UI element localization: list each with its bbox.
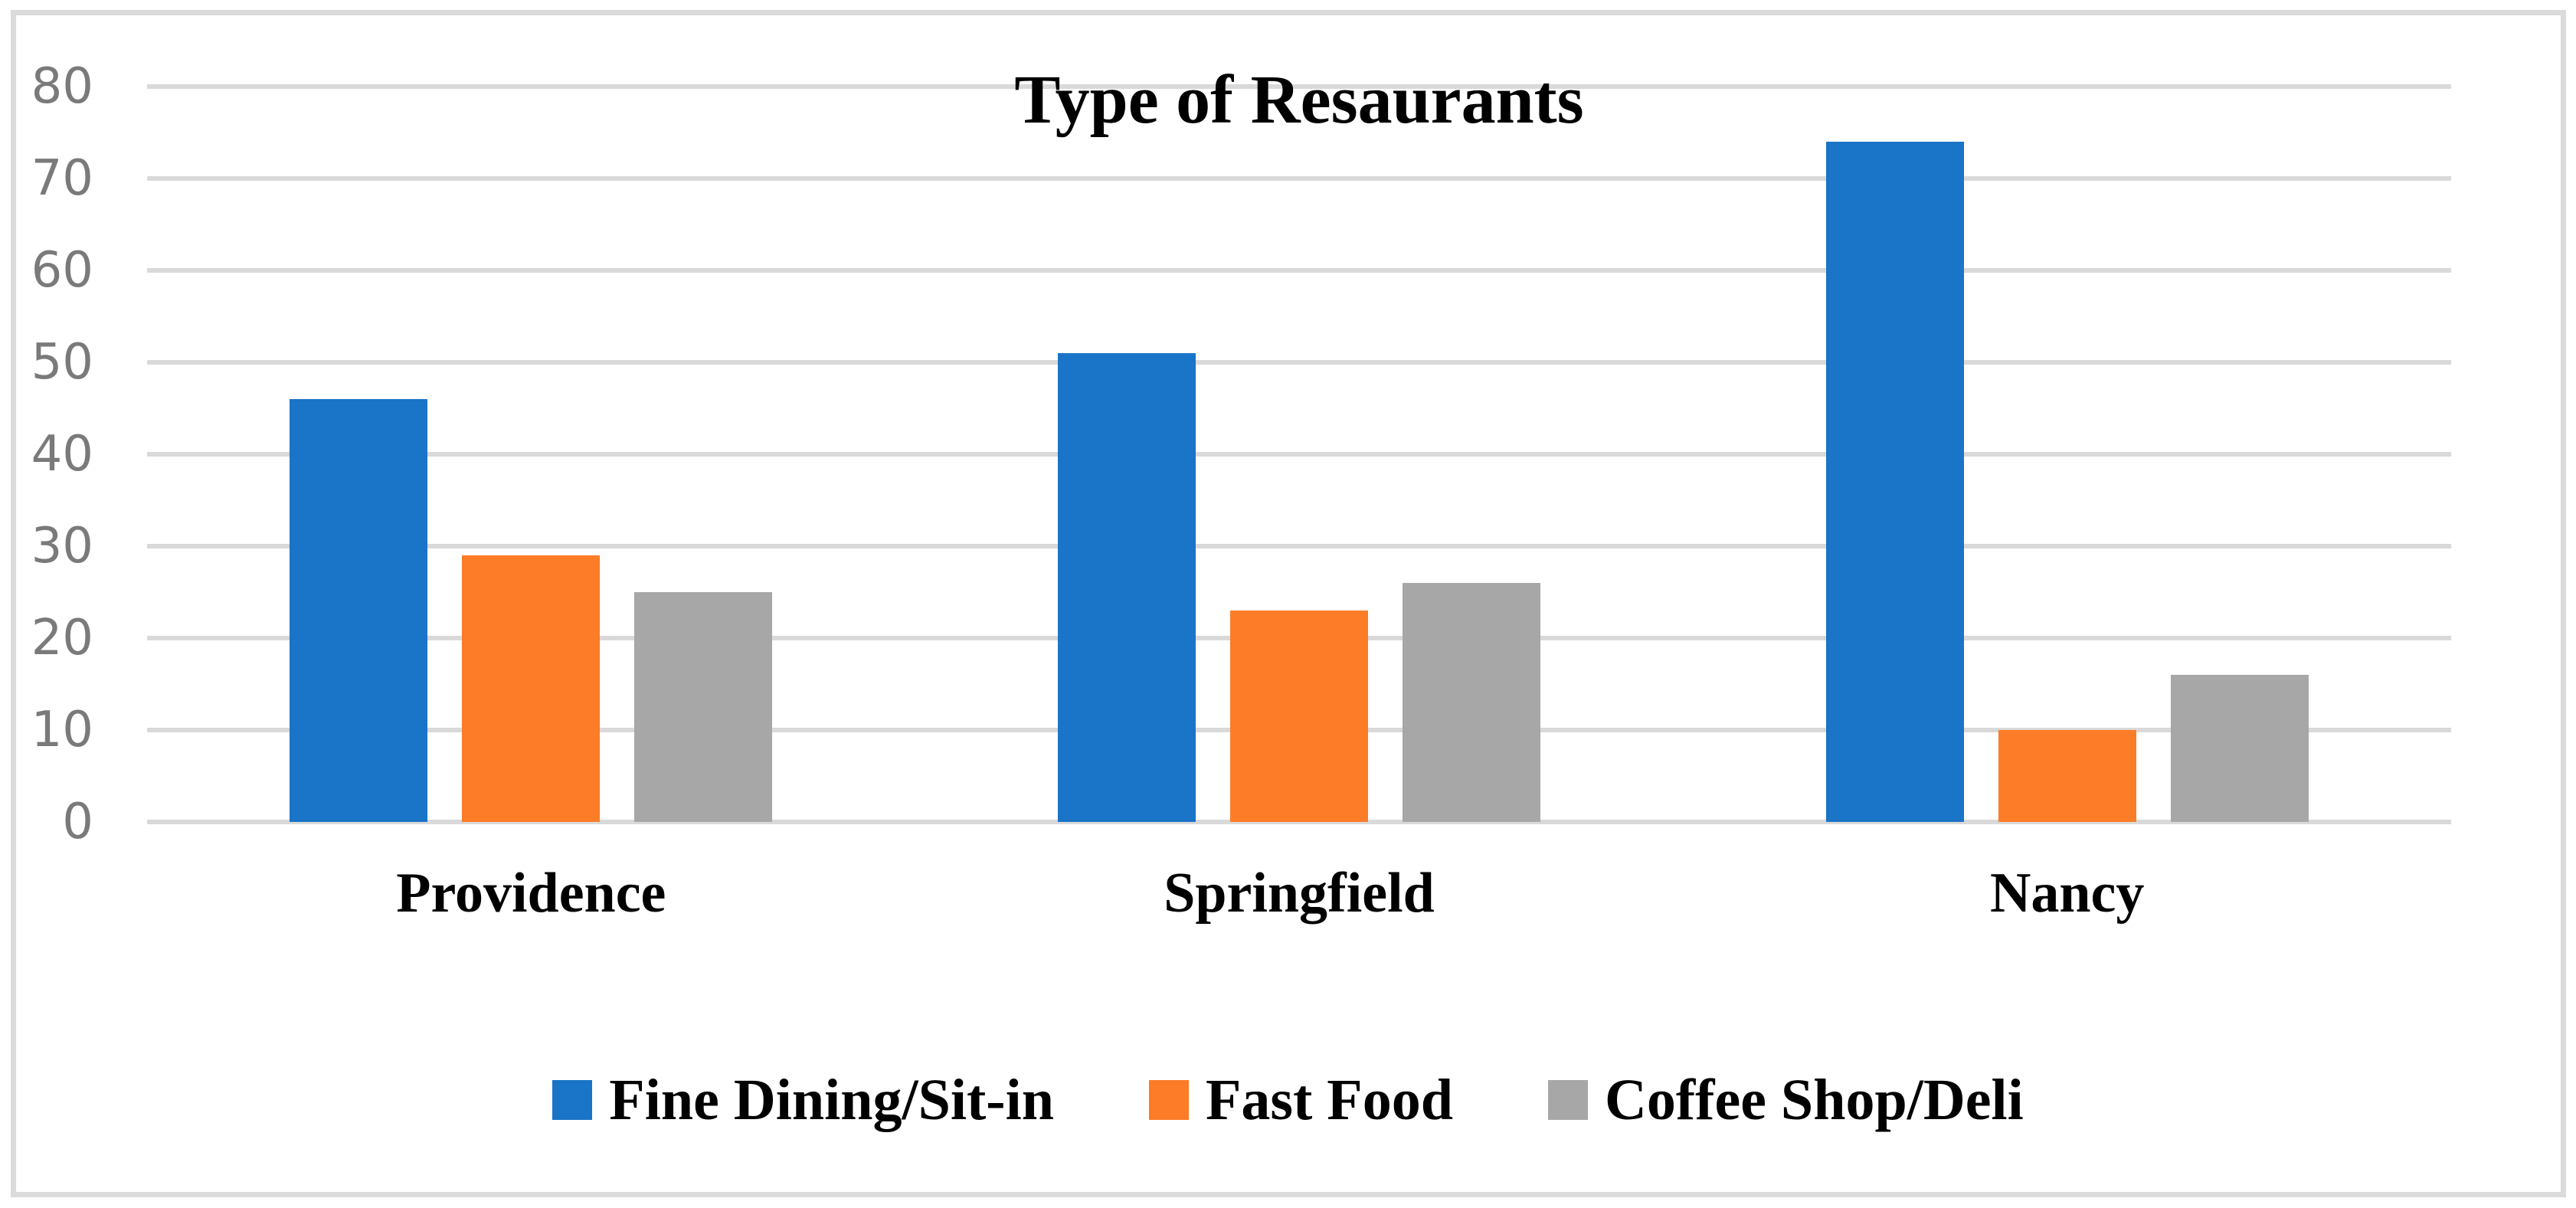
y-axis-tick-label: 20 — [31, 610, 93, 666]
gridline — [147, 176, 2451, 181]
x-axis-label-nancy: Nancy — [1989, 862, 2145, 925]
bar-group-springfield — [915, 87, 1684, 822]
gridline — [147, 820, 2451, 824]
gridline — [147, 84, 2451, 89]
gridline — [147, 544, 2451, 548]
y-axis-tick-label: 0 — [62, 794, 93, 850]
legend-swatch-fast-food — [1148, 1080, 1189, 1120]
bar-providence-fine-dining-sit-in — [290, 399, 428, 822]
x-axis-label-providence: Providence — [396, 862, 666, 925]
bar-nancy-coffee-shop-deli — [2170, 675, 2309, 822]
legend-item-fast-food: Fast Food — [1148, 1068, 1453, 1132]
y-axis-tick-label: 70 — [31, 150, 93, 207]
plot-area — [147, 84, 2451, 824]
gridline — [147, 268, 2451, 273]
legend-swatch-fine-dining-sit-in — [552, 1080, 593, 1120]
bar-springfield-fine-dining-sit-in — [1058, 353, 1196, 822]
x-axis-labels: Providence Springfield Nancy — [147, 856, 2451, 930]
bar-providence-fast-food — [462, 555, 601, 822]
legend: Fine Dining/Sit-in Fast Food Coffee Shop/D… — [0, 1060, 2576, 1140]
bar-group-nancy — [1683, 87, 2451, 822]
y-axis-tick-label: 40 — [31, 426, 93, 483]
legend-label: Coffee Shop/Deli — [1604, 1068, 2024, 1132]
legend-item-coffee-shop-deli: Coffee Shop/Deli — [1547, 1068, 2024, 1132]
bar-nancy-fine-dining-sit-in — [1825, 142, 1964, 822]
legend-label: Fast Food — [1205, 1068, 1453, 1132]
y-axis-tick-label: 10 — [31, 702, 93, 758]
bar-group-providence — [147, 87, 915, 822]
bar-springfield-fast-food — [1230, 611, 1368, 822]
chart-title: Type of Resaurants — [1014, 62, 1584, 138]
gridline — [147, 360, 2451, 365]
y-axis-tick-label: 80 — [31, 58, 93, 115]
chart-frame — [11, 10, 2566, 1197]
bar-springfield-coffee-shop-deli — [1403, 583, 1540, 822]
y-axis-tick-label: 50 — [31, 334, 93, 391]
bar-groups — [147, 87, 2451, 822]
legend-swatch-coffee-shop-deli — [1547, 1080, 1588, 1120]
legend-item-fine-dining-sit-in: Fine Dining/Sit-in — [552, 1071, 1054, 1129]
legend-label: Fine Dining/Sit-in — [609, 1068, 1054, 1132]
y-axis-tick-label: 60 — [31, 242, 93, 299]
y-axis-tick-label: 30 — [31, 518, 93, 575]
y-axis: 0 10 20 30 40 50 60 70 80 — [0, 62, 93, 846]
bar-providence-coffee-shop-deli — [634, 592, 773, 822]
x-axis-label-springfield: Springfield — [1164, 862, 1435, 925]
bar-nancy-fast-food — [1998, 730, 2136, 822]
gridline — [147, 452, 2451, 457]
